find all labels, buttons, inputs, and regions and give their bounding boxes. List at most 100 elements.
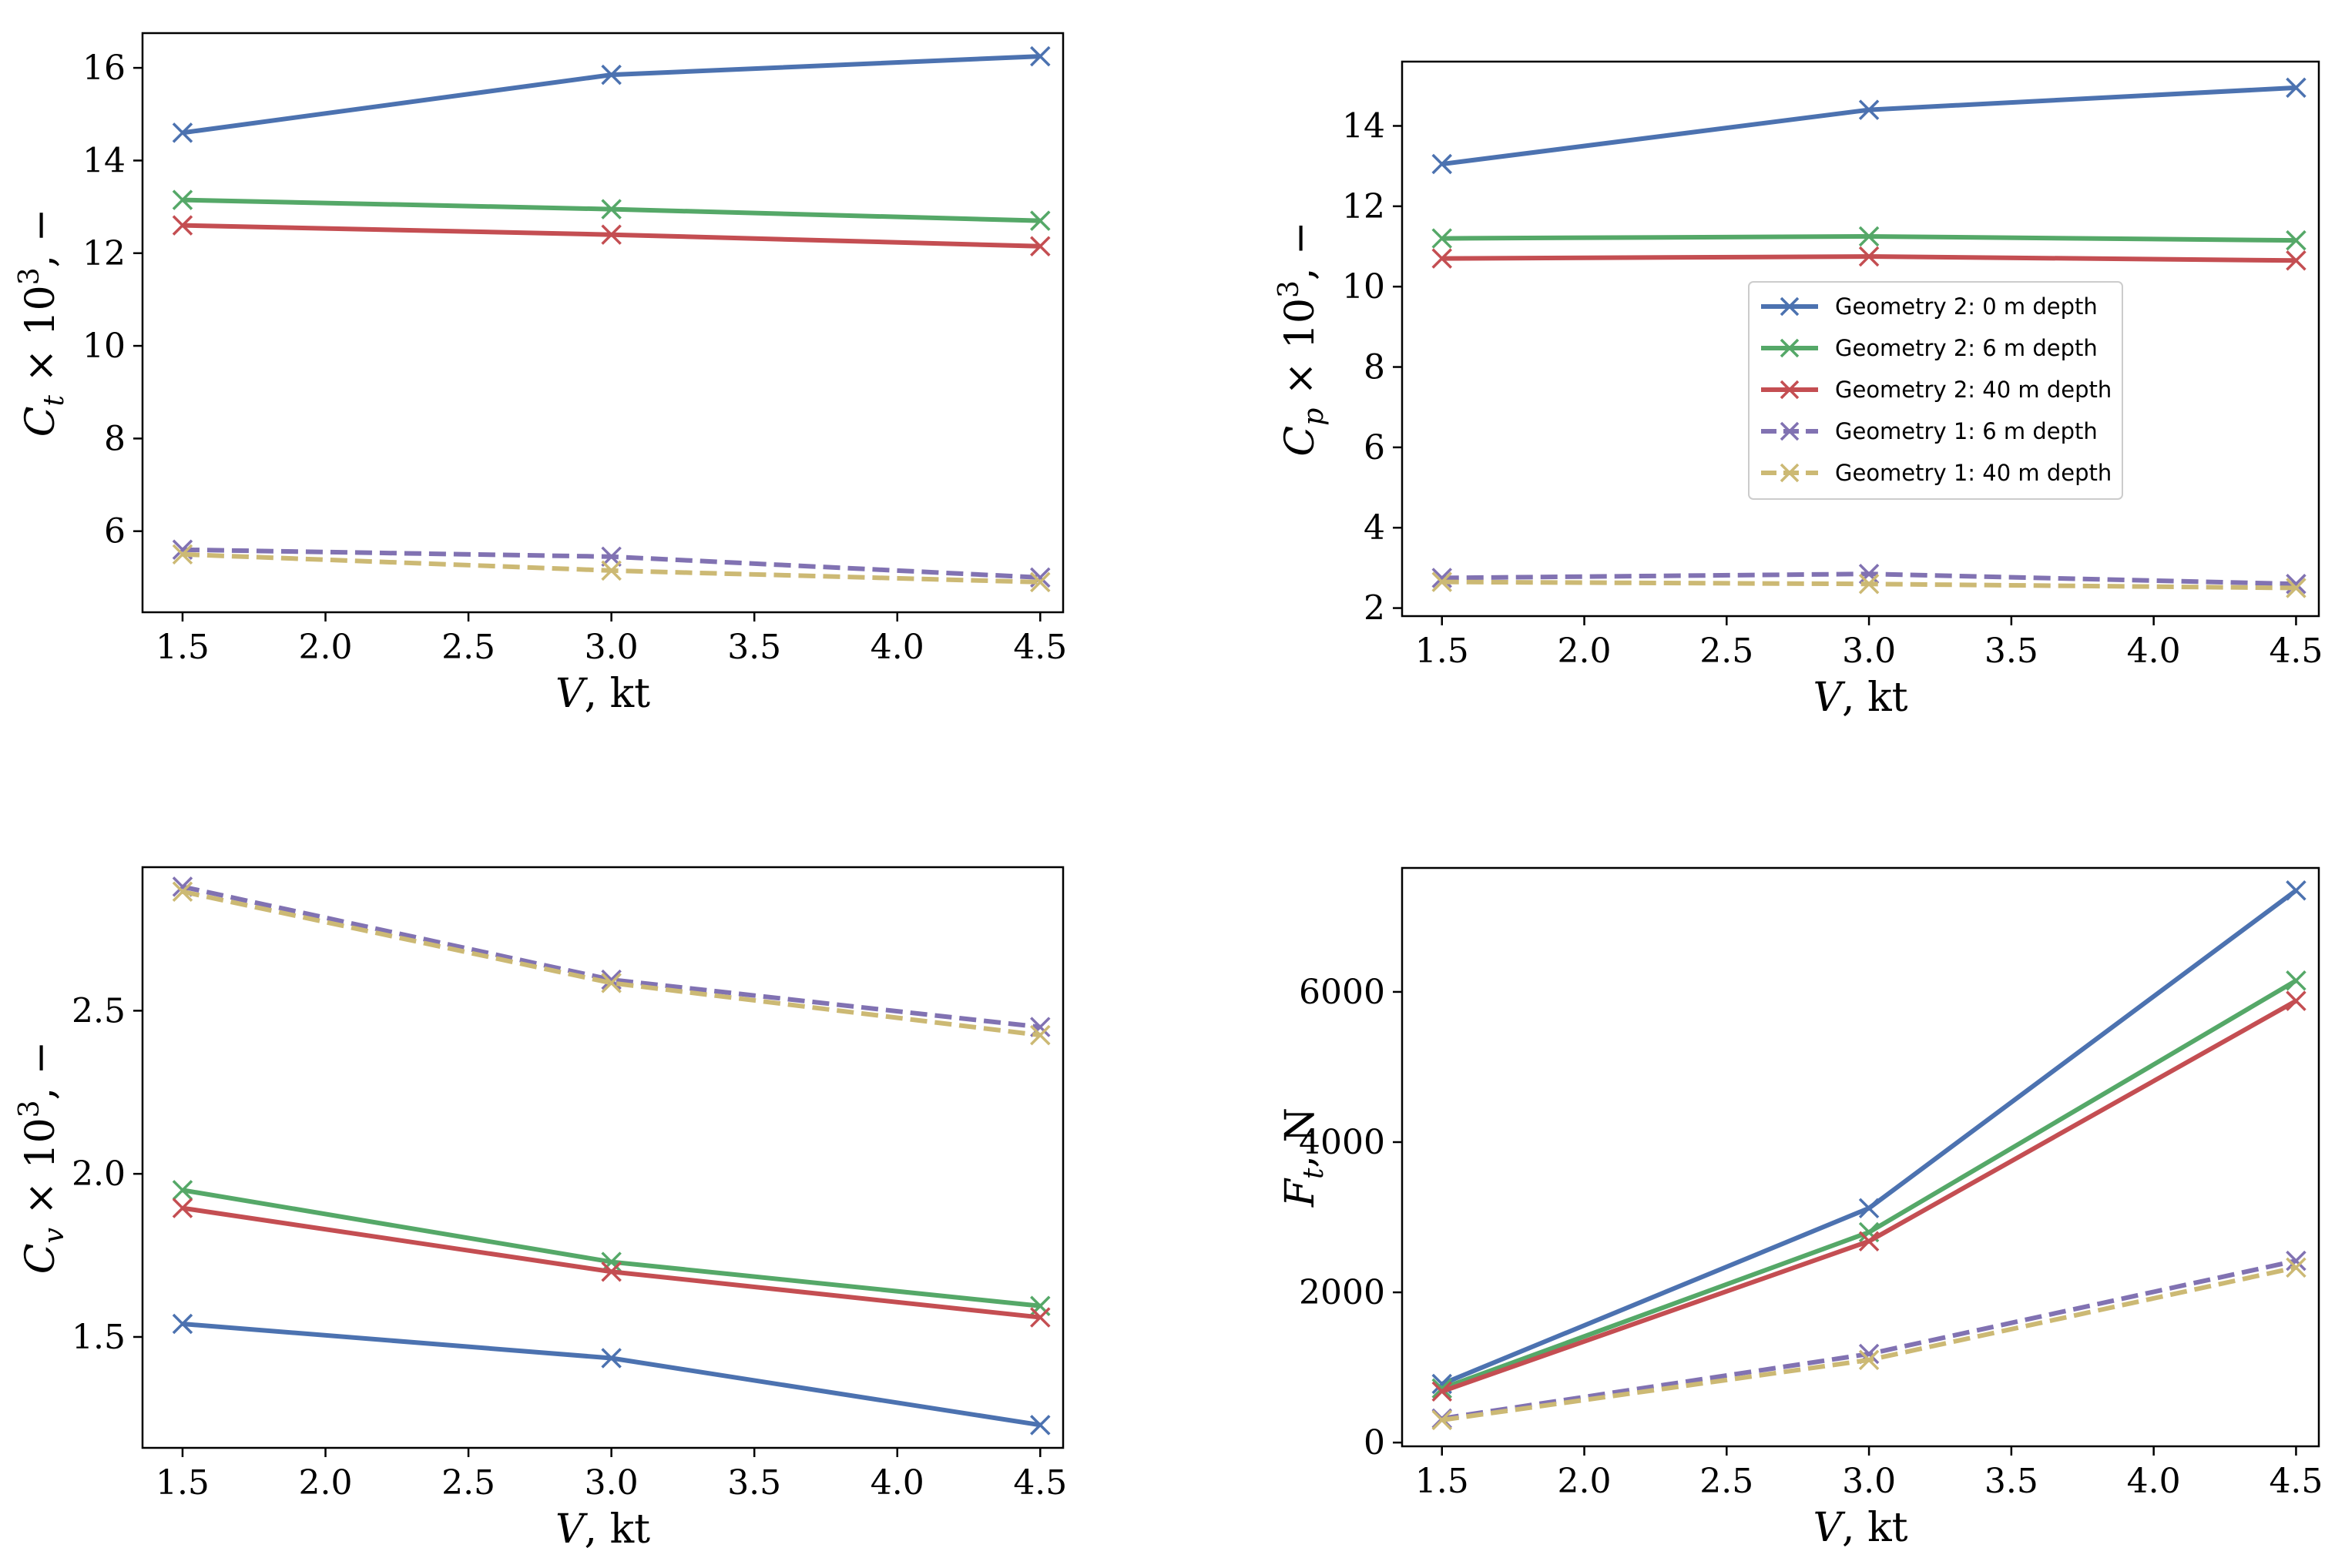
- x-tick-label: 3.0: [585, 628, 639, 667]
- data-point-marker: [601, 1261, 622, 1282]
- data-point-marker: [1858, 563, 1880, 585]
- series-line: [1441, 978, 2297, 1391]
- y-tick-label: 4000: [1299, 1123, 1385, 1162]
- x-tick-label: 2.0: [1558, 1462, 1612, 1501]
- y-tick-label: 2.0: [72, 1154, 126, 1194]
- x-tick-label: 3.0: [585, 1463, 639, 1503]
- data-point-marker: [1030, 1024, 1051, 1046]
- legend-label: Geometry 1: 40 m depth: [1835, 460, 2112, 486]
- x-tick-label: 3.5: [1984, 632, 2038, 671]
- data-point-marker: [1431, 153, 1452, 175]
- data-point-marker: [1030, 1415, 1051, 1436]
- x-tick-label: 4.0: [871, 1463, 924, 1503]
- plot-frame: [141, 32, 1065, 614]
- x-tick-label: 1.5: [156, 1463, 210, 1503]
- y-axis-label: Cv × 103, −: [14, 1041, 70, 1274]
- y-tick-label: 2.5: [72, 991, 126, 1030]
- data-point-marker: [2286, 77, 2306, 99]
- data-point-marker: [601, 973, 622, 993]
- y-tick-label: 14: [82, 141, 126, 180]
- y-tick-label: 12: [82, 234, 126, 273]
- data-point-marker: [1431, 1409, 1452, 1431]
- x-tick-label: 2.0: [299, 628, 353, 667]
- y-tick-label: 14: [1342, 106, 1385, 146]
- data-point-marker: [1030, 45, 1051, 67]
- data-point-marker: [1858, 574, 1880, 595]
- x-tick-label: 2.5: [1699, 632, 1753, 671]
- legend-item: Geometry 2: 40 m depth: [1761, 377, 2112, 403]
- series-line: [182, 1322, 1041, 1428]
- data-point-marker: [1858, 1231, 1880, 1251]
- x-tick-label: 4.5: [1013, 1463, 1067, 1503]
- data-point-marker: [1431, 1378, 1452, 1399]
- x-tick-label: 4.5: [1013, 628, 1067, 667]
- x-axis-label: V, kt: [1813, 1505, 1907, 1551]
- data-point-marker: [1431, 248, 1452, 269]
- x-axis-label: V, kt: [1813, 675, 1907, 721]
- x-axis-label: V, kt: [555, 1506, 650, 1553]
- legend-marker: [1780, 421, 1800, 441]
- y-tick-label: 16: [82, 49, 126, 88]
- y-tick-label: 2: [1364, 589, 1385, 628]
- x-tick-label: 3.5: [727, 1463, 781, 1503]
- legend-box: [1748, 281, 2123, 500]
- data-point-marker: [2286, 990, 2306, 1011]
- x-tick-label: 4.5: [2269, 1462, 2323, 1501]
- series-line: [182, 1188, 1041, 1308]
- x-tick-label: 4.0: [871, 628, 924, 667]
- x-tick-label: 1.5: [1415, 1462, 1469, 1501]
- y-tick-label: 6: [104, 512, 126, 551]
- ft-chart-panel: 1.5 2.0 2.5 3.0 3.5 4.0 4.5 0 2000 4000 6000 V, kt F…: [1277, 866, 2323, 1551]
- data-point-marker: [1030, 236, 1051, 256]
- data-point-marker: [172, 122, 193, 143]
- data-point-marker: [1030, 1307, 1051, 1328]
- data-point-marker: [1858, 226, 1880, 247]
- x-tick-label: 2.5: [441, 628, 495, 667]
- y-axis-label: Cp × 103, −: [1273, 221, 1330, 456]
- data-point-marker: [601, 1348, 622, 1369]
- x-tick-label: 2.5: [1699, 1462, 1753, 1501]
- y-tick-label: 12: [1342, 187, 1385, 226]
- x-tick-label: 1.5: [1415, 632, 1469, 671]
- legend-label: Geometry 2: 0 m depth: [1835, 293, 2098, 320]
- data-point-marker: [172, 881, 193, 903]
- data-point-marker: [601, 199, 622, 219]
- data-point-marker: [2286, 230, 2306, 251]
- cv-chart-panel: 1.5 2.0 2.5 3.0 3.5 4.0 4.5 1.5 2.0 2.5 V, kt Cv × …: [14, 866, 1067, 1553]
- data-point-marker: [2286, 1250, 2306, 1271]
- series-line: [1441, 85, 2296, 167]
- data-point-marker: [2286, 250, 2306, 271]
- ct-chart-panel: 1.5 2.0 2.5 3.0 3.5 4.0 4.5 6 8 10 12 14 16 V, kt Ct ×…: [14, 32, 1067, 717]
- x-tick-label: 2.5: [441, 1463, 495, 1503]
- data-point-marker: [1030, 571, 1051, 593]
- series-line: [182, 884, 1041, 1030]
- data-point-marker: [172, 1198, 193, 1218]
- data-point-marker: [1858, 1198, 1880, 1219]
- data-point-marker: [601, 560, 622, 581]
- x-axis-label: V, kt: [555, 671, 650, 717]
- data-point-marker: [172, 189, 193, 210]
- x-tick-label: 2.0: [299, 1463, 353, 1503]
- x-tick-label: 4.0: [2127, 632, 2181, 671]
- y-tick-label: 4: [1364, 508, 1385, 548]
- series-line: [182, 547, 1041, 580]
- legend-item: Geometry 1: 40 m depth: [1761, 460, 2112, 486]
- x-tick-label: 3.0: [1842, 1462, 1896, 1501]
- y-tick-label: 2000: [1299, 1273, 1385, 1312]
- legend-label: Geometry 2: 6 m depth: [1835, 335, 2098, 361]
- x-tick-label: 3.5: [1984, 1462, 2038, 1501]
- data-point-marker: [2286, 970, 2306, 991]
- data-point-marker: [1858, 1349, 1880, 1371]
- x-tick-label: 3.5: [727, 628, 781, 667]
- series-line: [182, 889, 1041, 1038]
- legend-item: Geometry 2: 6 m depth: [1761, 335, 2098, 361]
- plot-frame: [1401, 866, 2320, 1448]
- data-point-marker: [172, 215, 193, 236]
- data-point-marker: [1431, 228, 1452, 249]
- data-point-marker: [601, 64, 622, 85]
- legend-marker: [1780, 380, 1800, 400]
- series-line: [182, 54, 1041, 136]
- legend-label: Geometry 1: 6 m depth: [1835, 418, 2098, 444]
- data-point-marker: [2286, 578, 2306, 598]
